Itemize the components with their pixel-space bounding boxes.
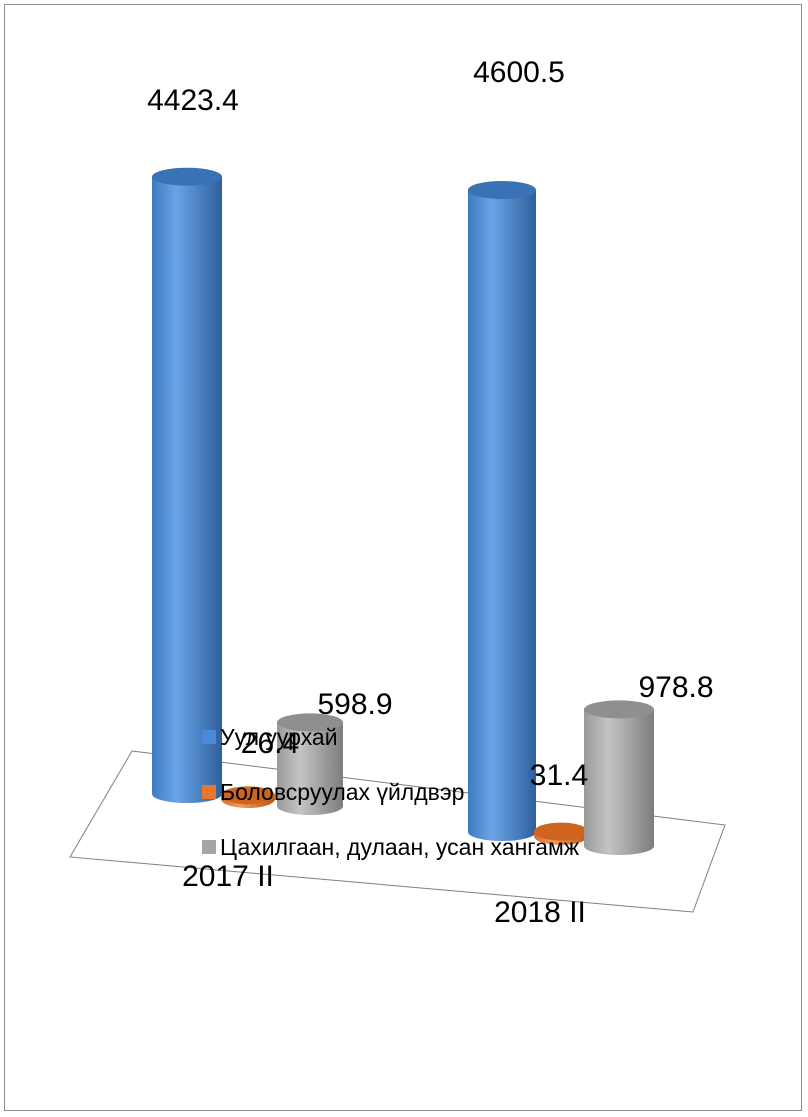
legend-label-1: Боловсруулах үйлдвэр xyxy=(220,778,465,805)
legend-item-2: Цахилгаан, дулаан, усан хангамж xyxy=(202,832,579,862)
bar-top-0-2 xyxy=(277,713,343,732)
value-label-0-2: 598.9 xyxy=(317,688,392,721)
legend-label-0: Уул уурхай xyxy=(220,723,338,750)
bar-top-0-0 xyxy=(152,167,222,186)
legend-swatch-0 xyxy=(202,730,216,744)
bar-1-2 xyxy=(584,700,654,855)
bar-top-0-1 xyxy=(221,786,275,805)
value-label-1-1: 31.4 xyxy=(530,759,588,792)
bar-body-1-0 xyxy=(468,190,536,841)
legend-swatch-1 xyxy=(202,785,216,799)
value-label-1-2: 978.8 xyxy=(638,671,713,704)
legend-label-2: Цахилгаан, дулаан, усан хангамж xyxy=(220,833,580,860)
legend-item-1: Боловсруулах үйлдвэр xyxy=(202,777,579,807)
bar-1-1 xyxy=(534,822,588,845)
bar-body-1-2 xyxy=(584,709,654,855)
bar-top-1-0 xyxy=(468,181,536,199)
bar-top-1-2 xyxy=(584,700,654,719)
bar-0-0 xyxy=(152,167,222,804)
category-label-1: 2018 II xyxy=(494,896,586,929)
bar-0-2 xyxy=(277,713,343,815)
bar-1-0 xyxy=(468,181,536,841)
value-label-0-0: 4423.4 xyxy=(147,84,239,117)
bar-top-1-1 xyxy=(534,822,588,841)
bar-body-0-2 xyxy=(277,722,343,815)
chart-legend: Уул уурхай Боловсруулах үйлдвэр Цахилгаа… xyxy=(202,722,579,887)
bar-body-0-0 xyxy=(152,176,222,804)
chart-frame xyxy=(4,4,802,1111)
value-label-0-1: 26.4 xyxy=(241,727,299,760)
legend-item-0: Уул уурхай xyxy=(202,722,579,752)
value-label-1-0: 4600.5 xyxy=(473,56,565,89)
legend-swatch-2 xyxy=(202,840,216,854)
category-label-0: 2017 II xyxy=(182,860,274,893)
bar-0-1 xyxy=(221,786,275,808)
